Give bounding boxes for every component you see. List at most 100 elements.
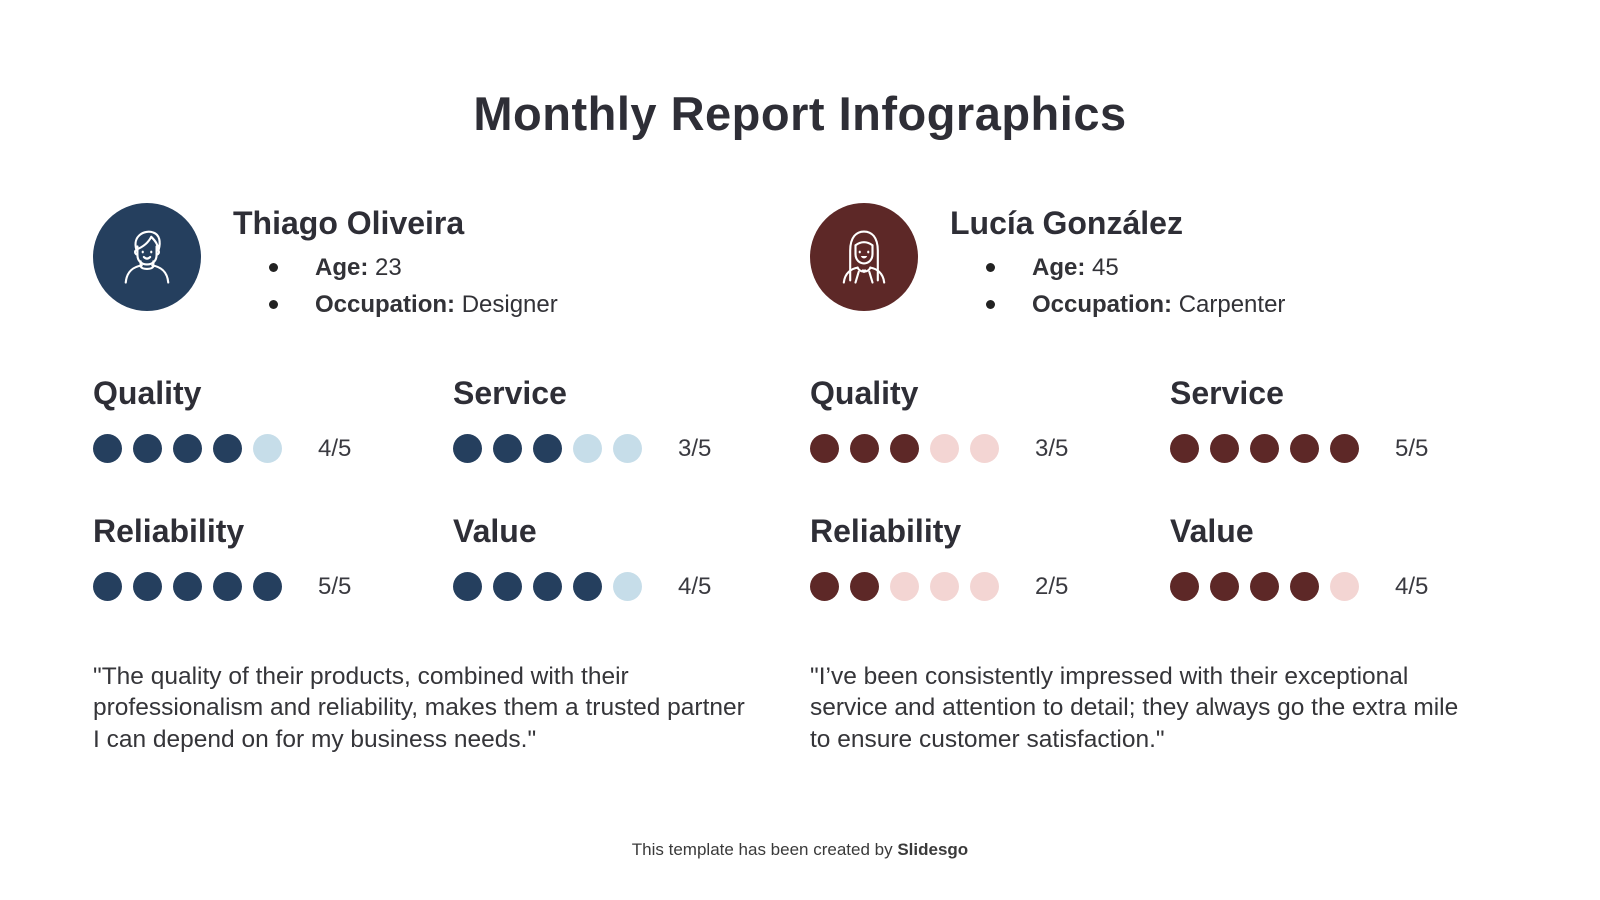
persona-name: Lucía González: [950, 205, 1183, 241]
dot-filled: [1290, 572, 1319, 601]
rating-label: Service: [1170, 375, 1284, 411]
dot-filled: [93, 572, 122, 601]
rating-service: Service 3/5: [453, 375, 783, 463]
rating-dots: [93, 572, 282, 601]
persona-info: Thiago Oliveira Age: 23 Occupation: Desi…: [233, 203, 558, 319]
dot-filled: [533, 434, 562, 463]
dot-filled: [453, 572, 482, 601]
dot-filled: [533, 572, 562, 601]
rating-score: 5/5: [318, 572, 352, 600]
dot-filled: [253, 572, 282, 601]
dot-empty: [890, 572, 919, 601]
persona-header: Thiago Oliveira Age: 23 Occupation: Desi…: [93, 203, 755, 319]
rating-label: Value: [1170, 513, 1254, 549]
rating-value: Value 4/5: [1170, 513, 1500, 601]
dot-filled: [1290, 434, 1319, 463]
rating-score: 4/5: [318, 434, 352, 462]
dot-filled: [810, 434, 839, 463]
dot-empty: [930, 572, 959, 601]
dot-filled: [133, 572, 162, 601]
dot-filled: [1250, 434, 1279, 463]
rating-dots: [453, 434, 642, 463]
persona-info: Lucía González Age: 45 Occupation: Carpe…: [950, 203, 1285, 319]
dot-filled: [173, 434, 202, 463]
rating-reliability: Reliability 2/5: [810, 513, 1140, 601]
dot-filled: [493, 572, 522, 601]
rating-quality: Quality 3/5: [810, 375, 1140, 463]
persona-card-thiago: Thiago Oliveira Age: 23 Occupation: Desi…: [93, 203, 755, 755]
dot-empty: [970, 434, 999, 463]
dot-filled: [133, 434, 162, 463]
dot-filled: [93, 434, 122, 463]
detail-age: Age: 23: [233, 254, 558, 282]
rating-label: Reliability: [810, 513, 962, 549]
dot-empty: [253, 434, 282, 463]
woman-avatar-icon: [842, 230, 886, 284]
testimonial-quote: "I’ve been consistently impressed with t…: [810, 663, 1459, 753]
dot-filled: [1210, 434, 1239, 463]
avatar: [93, 203, 201, 311]
avatar: [810, 203, 918, 311]
persona-name: Thiago Oliveira: [233, 205, 465, 241]
dot-filled: [1250, 572, 1279, 601]
dot-filled: [850, 572, 879, 601]
persona-header: Lucía González Age: 45 Occupation: Carpe…: [810, 203, 1472, 319]
rating-quality: Quality 4/5: [93, 375, 423, 463]
page-title: Monthly Report Infographics: [473, 87, 1127, 140]
rating-score: 4/5: [1395, 572, 1429, 600]
dot-filled: [453, 434, 482, 463]
rating-score: 4/5: [678, 572, 712, 600]
rating-service: Service 5/5: [1170, 375, 1500, 463]
man-avatar-icon: [124, 230, 170, 284]
rating-dots: [810, 572, 999, 601]
personas-container: Thiago Oliveira Age: 23 Occupation: Desi…: [0, 203, 1600, 755]
rating-score: 2/5: [1035, 572, 1069, 600]
credit-footer: This template has been created by Slides…: [0, 840, 1600, 900]
dot-empty: [1330, 572, 1359, 601]
rating-dots: [1170, 434, 1359, 463]
rating-dots: [1170, 572, 1359, 601]
dot-filled: [1170, 434, 1199, 463]
rating-label: Reliability: [93, 513, 245, 549]
rating-dots: [93, 434, 282, 463]
ratings-grid: Quality 3/5 Service 5/5 Reliability: [810, 375, 1472, 601]
rating-score: 5/5: [1395, 434, 1429, 462]
rating-reliability: Reliability 5/5: [93, 513, 423, 601]
rating-dots: [453, 572, 642, 601]
detail-age: Age: 45: [950, 254, 1285, 282]
dot-filled: [173, 572, 202, 601]
detail-occupation: Occupation: Designer: [233, 291, 558, 319]
dot-empty: [930, 434, 959, 463]
dot-empty: [613, 434, 642, 463]
credit-text: This template has been created by: [631, 840, 893, 859]
dot-filled: [573, 572, 602, 601]
dot-filled: [213, 434, 242, 463]
dot-filled: [213, 572, 242, 601]
detail-occupation: Occupation: Carpenter: [950, 291, 1285, 319]
dot-filled: [810, 572, 839, 601]
rating-score: 3/5: [678, 434, 712, 462]
rating-label: Quality: [93, 375, 202, 411]
dot-filled: [1170, 572, 1199, 601]
persona-details: Age: 45 Occupation: Carpenter: [950, 254, 1285, 319]
rating-value: Value 4/5: [453, 513, 783, 601]
brand-name: Slidesgo: [897, 840, 969, 859]
ratings-grid: Quality 4/5 Service 3/5 Reliability: [93, 375, 755, 601]
rating-label: Quality: [810, 375, 919, 411]
persona-details: Age: 23 Occupation: Designer: [233, 254, 558, 319]
dot-filled: [1210, 572, 1239, 601]
dot-filled: [493, 434, 522, 463]
dot-filled: [1330, 434, 1359, 463]
persona-card-lucia: Lucía González Age: 45 Occupation: Carpe…: [810, 203, 1472, 755]
rating-score: 3/5: [1035, 434, 1069, 462]
rating-dots: [810, 434, 999, 463]
rating-label: Value: [453, 513, 537, 549]
dot-filled: [850, 434, 879, 463]
dot-empty: [613, 572, 642, 601]
rating-label: Service: [453, 375, 567, 411]
testimonial-quote: "The quality of their products, combined…: [93, 663, 745, 753]
dot-filled: [890, 434, 919, 463]
dot-empty: [970, 572, 999, 601]
dot-empty: [573, 434, 602, 463]
